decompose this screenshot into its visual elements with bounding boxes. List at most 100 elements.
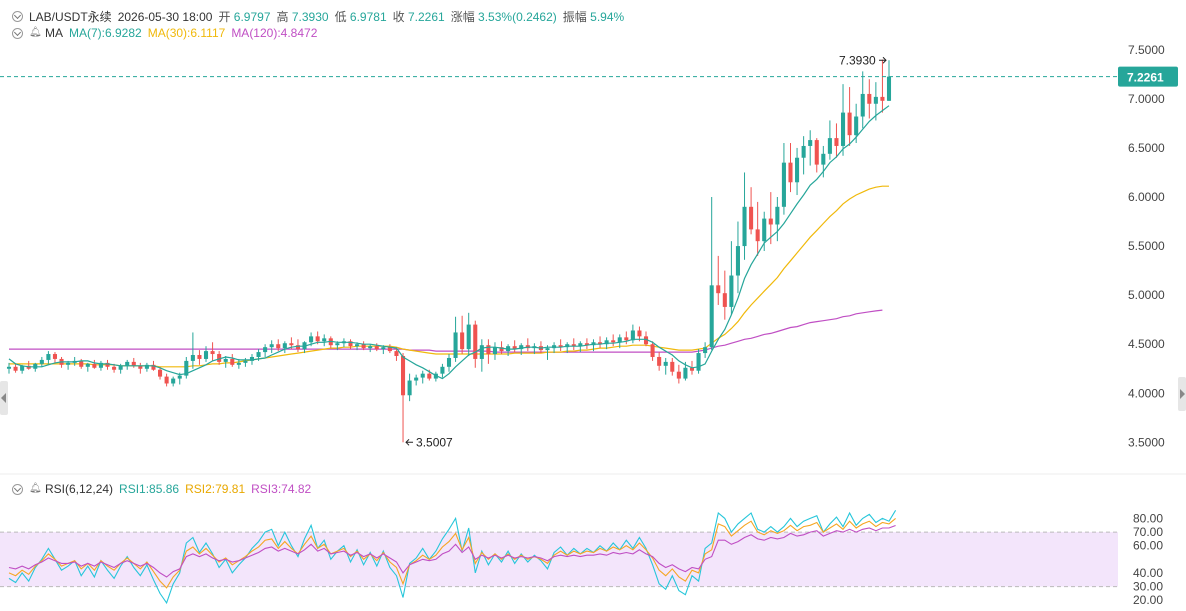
price-tick-label: 5.0000: [1128, 288, 1165, 302]
candle-body: [696, 353, 701, 371]
candle: [394, 347, 399, 361]
ohlc-header: LAB/USDT永续 2026-05-30 18:00 开 6.9797 高 7…: [12, 8, 624, 25]
candle-body: [630, 330, 635, 341]
candle-body: [210, 351, 215, 355]
candle: [210, 342, 215, 361]
rsi-line-rsi3: [8, 524, 896, 578]
candle: [808, 130, 813, 166]
candle-body: [886, 76, 892, 101]
chevron-circle-icon[interactable]: [12, 483, 23, 495]
amplitude-label: 振幅: [562, 10, 587, 24]
price-tick-label: 6.0000: [1128, 190, 1165, 204]
rsi-line-rsi2: [8, 517, 896, 589]
candle-body: [795, 157, 800, 183]
price-tick-label: 5.5000: [1128, 239, 1165, 253]
bell-icon[interactable]: 🔔︎: [29, 483, 42, 494]
candle: [85, 362, 90, 372]
candle-body: [479, 345, 484, 359]
rsi-band-layer: [0, 531, 1118, 588]
candle: [328, 336, 333, 349]
candle: [886, 60, 892, 102]
ma30-path: [9, 185, 889, 368]
candle-body: [519, 345, 524, 350]
candle: [414, 374, 419, 386]
candle: [880, 59, 885, 113]
candle: [420, 370, 425, 384]
candle: [538, 341, 543, 354]
candle: [269, 340, 274, 354]
candle-body: [466, 324, 471, 350]
candle-body: [420, 373, 425, 378]
high-marker-label: 7.3930: [839, 53, 876, 67]
chevron-circle-icon[interactable]: [12, 11, 23, 22]
symbol-label: LAB/USDT永续: [29, 10, 112, 24]
candle-body: [394, 351, 399, 356]
candle-body: [808, 140, 813, 146]
candle-body: [499, 347, 504, 352]
rsi1-legend: RSI1:85.86: [119, 482, 180, 496]
candle-body: [729, 275, 734, 307]
candle-body: [66, 362, 71, 365]
candle-body: [249, 356, 255, 361]
candle-body: [689, 367, 695, 371]
candle: [663, 357, 668, 375]
candle: [263, 344, 268, 357]
candle: [368, 344, 373, 353]
candle: [197, 350, 202, 365]
candle-body: [203, 351, 209, 359]
bell-icon[interactable]: 🔔︎: [29, 27, 42, 38]
candle: [650, 341, 655, 361]
candle: [361, 341, 366, 351]
candle: [6, 362, 12, 374]
candle: [144, 362, 149, 372]
candle-body: [873, 96, 878, 104]
candle-body: [584, 343, 589, 346]
candle-body: [854, 116, 859, 136]
candle-body: [407, 380, 412, 396]
open-label: 开: [218, 10, 231, 24]
candle-body: [184, 360, 189, 376]
ma-legend: 🔔︎ MA MA(7):6.9282 MA(30):6.1117 MA(120)…: [12, 26, 317, 40]
candle: [236, 358, 241, 369]
candle: [92, 359, 97, 369]
candle-body: [847, 112, 852, 136]
ma30-legend: MA(30):6.1117: [147, 26, 226, 40]
candle-body: [309, 336, 314, 343]
ma120-legend: MA(120):4.8472: [231, 26, 318, 40]
candle: [282, 341, 287, 354]
candle: [203, 346, 209, 362]
price-tick-label: 4.5000: [1128, 337, 1165, 351]
candle: [755, 201, 760, 256]
candle: [26, 360, 31, 370]
candle: [827, 120, 832, 160]
candle-body: [446, 357, 452, 367]
candle: [657, 352, 662, 371]
candle-body: [85, 363, 90, 367]
candle-body: [190, 355, 195, 361]
rsi-line-rsi1: [8, 510, 897, 605]
amplitude-value: 5.94%: [590, 10, 625, 24]
candle-body: [473, 324, 478, 359]
candle-body: [368, 346, 373, 349]
close-label: 收: [392, 10, 405, 24]
candle-body: [105, 362, 110, 367]
candle: [492, 342, 498, 360]
chevron-circle-icon[interactable]: [12, 27, 23, 39]
high-marker-arrow: [879, 56, 887, 64]
candle-body: [880, 96, 885, 101]
candle-body: [158, 369, 163, 377]
candle-body: [125, 361, 130, 366]
candle: [512, 340, 517, 353]
rsi-label: RSI(6,12,24): [45, 482, 114, 496]
candle: [630, 324, 635, 344]
scroll-left-handle[interactable]: [0, 381, 8, 415]
candle: [742, 172, 747, 260]
candle-body: [598, 342, 603, 345]
scroll-right-handle[interactable]: [1178, 377, 1186, 411]
change-label: 涨幅: [450, 10, 475, 24]
candle: [617, 334, 622, 349]
candle-body: [676, 371, 681, 379]
candle-body: [683, 367, 688, 379]
candle: [407, 373, 412, 402]
